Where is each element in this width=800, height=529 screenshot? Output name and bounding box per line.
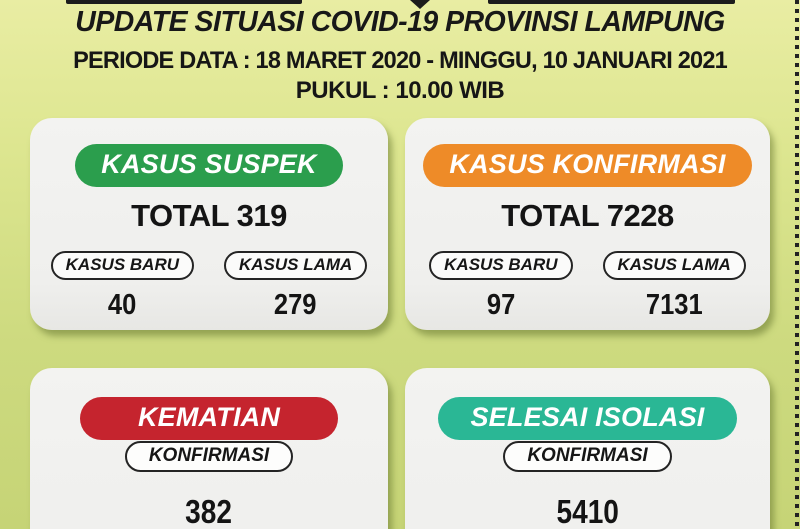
top-left-bar-decoration [66, 0, 302, 4]
pill-kasus-baru-label: KASUS BARU [50, 251, 194, 280]
badge-kasus-konfirmasi: KASUS KONFIRMASI [423, 144, 752, 187]
card-kematian: KEMATIAN KONFIRMASI 382 [30, 368, 388, 529]
down-arrow-decoration [410, 0, 430, 9]
kematian-value: 382 [185, 493, 233, 529]
pill-konfirmasi-label: KONFIRMASI [503, 441, 672, 472]
sub-stat-kasus-baru: KASUS BARU 40 [50, 251, 194, 322]
sub-stat-kasus-lama: KASUS LAMA 7131 [602, 251, 746, 322]
card-selesai-isolasi: SELESAI ISOLASI KONFIRMASI 5410 [405, 368, 770, 529]
pill-konfirmasi-label: KONFIRMASI [124, 441, 294, 472]
pill-kasus-lama-label: KASUS LAMA [602, 251, 746, 280]
total-kasus-suspek: TOTAL 319 [131, 198, 287, 233]
badge-kasus-suspek: KASUS SUSPEK [75, 144, 343, 187]
card-kasus-suspek: KASUS SUSPEK TOTAL 319 KASUS BARU 40 KAS… [30, 118, 388, 330]
kasus-lama-value: 7131 [645, 289, 703, 321]
kasus-lama-value: 279 [274, 289, 317, 321]
selesai-isolasi-value: 5410 [556, 493, 619, 529]
sub-stats-row: KASUS BARU 40 KASUS LAMA 279 [50, 251, 368, 322]
kasus-baru-value: 97 [486, 289, 516, 321]
sub-stat-kasus-lama: KASUS LAMA 279 [224, 251, 368, 322]
pill-kasus-lama-label: KASUS LAMA [224, 251, 368, 280]
badge-kematian: KEMATIAN [79, 397, 339, 440]
stats-grid: KASUS SUSPEK TOTAL 319 KASUS BARU 40 KAS… [30, 118, 770, 529]
top-right-bar-decoration [488, 0, 735, 4]
card-kasus-konfirmasi: KASUS KONFIRMASI TOTAL 7228 KASUS BARU 9… [405, 118, 770, 330]
total-kasus-konfirmasi: TOTAL 7228 [501, 198, 674, 233]
page-title: UPDATE SITUASI COVID-19 PROVINSI LAMPUNG [75, 6, 725, 38]
perforated-edge-decoration [795, 0, 799, 529]
pill-kasus-baru-label: KASUS BARU [429, 251, 573, 280]
sub-stat-kasus-baru: KASUS BARU 97 [429, 251, 573, 322]
header: UPDATE SITUASI COVID-19 PROVINSI LAMPUNG… [0, 0, 800, 105]
sub-stats-row: KASUS BARU 97 KASUS LAMA 7131 [429, 251, 746, 322]
period-text: PERIODE DATA : 18 MARET 2020 - MINGGU, 1… [73, 47, 728, 74]
time-text: PUKUL : 10.00 WIB [295, 77, 505, 104]
badge-selesai-isolasi: SELESAI ISOLASI [438, 397, 737, 440]
kasus-baru-value: 40 [108, 289, 137, 321]
